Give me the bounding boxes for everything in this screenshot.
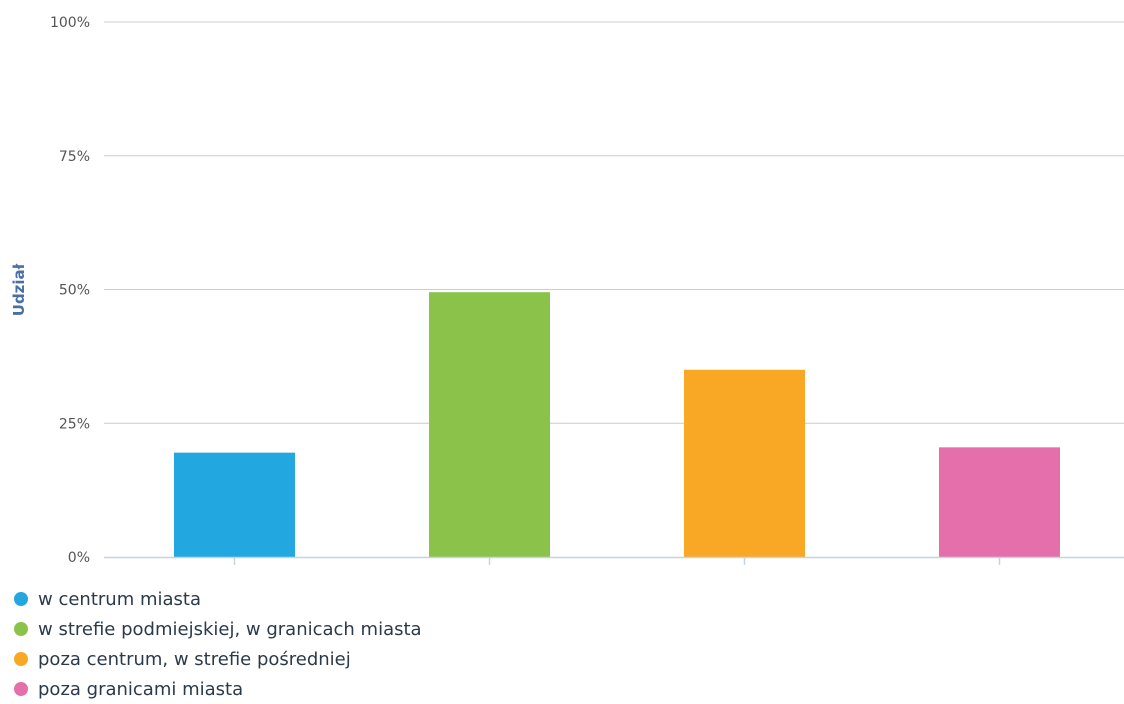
chart-bars	[174, 292, 1060, 557]
y-tick-label: 75%	[59, 149, 90, 165]
legend-marker	[14, 592, 28, 606]
legend-item[interactable]: poza centrum, w strefie pośredniej	[14, 644, 422, 674]
legend-item[interactable]: poza granicami miasta	[14, 674, 422, 704]
bar[interactable]	[684, 369, 805, 557]
y-axis-label: Udział	[10, 263, 28, 316]
legend-marker	[14, 682, 28, 696]
y-axis-tick-labels: 0% 25% 50% 75% 100%	[50, 15, 90, 566]
y-tick-label: 0%	[68, 550, 90, 566]
legend-label: poza granicami miasta	[38, 678, 244, 700]
y-tick-label: 25%	[59, 416, 90, 432]
legend-marker	[14, 622, 28, 636]
legend-label: poza centrum, w strefie pośredniej	[38, 648, 351, 670]
legend-item[interactable]: w strefie podmiejskiej, w granicach mias…	[14, 614, 422, 644]
bar[interactable]	[174, 452, 295, 557]
chart-gridlines	[104, 21, 1124, 424]
bar-chart: 0% 25% 50% 75% 100% Udział	[10, 15, 1124, 566]
x-axis-ticks	[233, 557, 1001, 565]
bar[interactable]	[939, 447, 1060, 557]
y-tick-label: 50%	[59, 283, 90, 299]
chart-legend: w centrum miasta w strefie podmiejskiej,…	[14, 584, 422, 704]
legend-marker	[14, 652, 28, 666]
legend-label: w strefie podmiejskiej, w granicach mias…	[38, 618, 422, 640]
legend-label: w centrum miasta	[38, 588, 201, 610]
bar[interactable]	[429, 292, 550, 557]
legend-item[interactable]: w centrum miasta	[14, 584, 422, 614]
y-tick-label: 100%	[50, 15, 90, 31]
